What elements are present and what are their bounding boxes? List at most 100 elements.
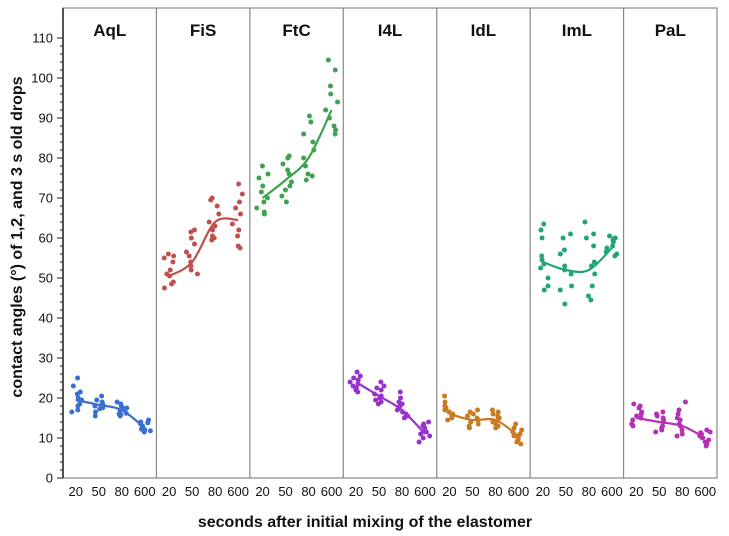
y-tick-label: 100 xyxy=(31,71,53,86)
data-point xyxy=(510,429,516,435)
data-point xyxy=(331,123,337,129)
data-point xyxy=(495,409,501,415)
data-point xyxy=(258,189,264,195)
data-point xyxy=(235,233,241,239)
data-point xyxy=(138,426,144,432)
data-point xyxy=(260,183,266,189)
data-point xyxy=(77,389,83,395)
data-point xyxy=(287,183,293,189)
trend-line xyxy=(636,416,706,439)
data-point xyxy=(188,229,194,235)
x-tick-label: 80 xyxy=(675,484,689,499)
x-tick-label: 20 xyxy=(349,484,363,499)
data-point xyxy=(630,423,636,429)
data-point xyxy=(707,429,713,435)
data-point xyxy=(124,405,130,411)
data-point xyxy=(75,395,81,401)
data-point xyxy=(421,421,427,427)
data-point xyxy=(591,259,597,265)
x-tick-label: 80 xyxy=(582,484,596,499)
x-tick-label: 80 xyxy=(395,484,409,499)
data-point xyxy=(256,175,262,181)
data-point xyxy=(335,99,341,105)
data-point xyxy=(265,171,271,177)
data-point xyxy=(679,427,685,433)
data-point xyxy=(653,429,659,435)
data-point xyxy=(539,253,545,259)
data-point xyxy=(355,381,361,387)
data-point xyxy=(589,283,595,289)
data-point xyxy=(170,259,176,265)
data-point xyxy=(470,411,476,417)
data-point xyxy=(374,385,380,391)
data-point xyxy=(239,191,245,197)
data-point xyxy=(588,297,594,303)
y-tick-label: 20 xyxy=(39,391,53,406)
data-point xyxy=(305,171,311,177)
y-axis: 0 10 20 30 40 50 60 70 80 90 100 110 xyxy=(31,8,64,486)
data-point xyxy=(261,211,267,217)
y-tick-label: 40 xyxy=(39,311,53,326)
data-point xyxy=(545,275,551,281)
data-point xyxy=(302,163,308,169)
data-point xyxy=(698,430,704,436)
data-point xyxy=(495,413,501,419)
panel-aql: AqL 20 50 80 600 xyxy=(68,21,155,499)
data-point xyxy=(660,415,666,421)
panel-idl: IdL 20 50 80 600 xyxy=(442,21,529,499)
panel-title: IdL xyxy=(471,21,497,40)
data-point xyxy=(699,435,705,441)
data-point xyxy=(562,301,568,307)
data-point xyxy=(518,441,524,447)
x-tick-label: 50 xyxy=(91,484,105,499)
data-point xyxy=(654,413,660,419)
data-point xyxy=(351,375,357,381)
data-point xyxy=(420,435,426,441)
y-tick-label: 110 xyxy=(32,31,53,46)
panel-iml: ImL 20 50 80 600 xyxy=(536,21,623,499)
data-point xyxy=(442,393,448,399)
data-point xyxy=(75,407,81,413)
data-point xyxy=(289,179,295,185)
data-point xyxy=(423,429,429,435)
data-point xyxy=(357,373,363,379)
data-point xyxy=(445,417,451,423)
data-point xyxy=(676,407,682,413)
data-point xyxy=(254,205,260,211)
data-point xyxy=(703,443,709,449)
data-point xyxy=(610,243,616,249)
data-point xyxy=(353,387,359,393)
data-point xyxy=(517,431,523,437)
data-point xyxy=(539,257,545,263)
x-tick-label: 50 xyxy=(372,484,386,499)
data-point xyxy=(279,193,285,199)
data-point xyxy=(161,285,167,291)
data-point xyxy=(562,267,568,273)
x-tick-label: 50 xyxy=(465,484,479,499)
data-point xyxy=(237,199,243,205)
data-point xyxy=(545,283,551,289)
x-axis-label: seconds after initial mixing of the elas… xyxy=(198,514,532,531)
data-point xyxy=(285,167,291,173)
data-point xyxy=(585,293,591,299)
data-point xyxy=(311,147,317,153)
data-point xyxy=(92,413,98,419)
x-tick-label: 20 xyxy=(68,484,82,499)
data-point xyxy=(229,221,235,227)
data-point xyxy=(398,395,404,401)
x-tick-label: 600 xyxy=(694,484,716,499)
data-point xyxy=(674,433,680,439)
data-point xyxy=(378,387,384,393)
data-point xyxy=(604,245,610,251)
data-point xyxy=(301,155,307,161)
data-point xyxy=(209,237,215,243)
data-point xyxy=(489,407,495,413)
data-point xyxy=(70,383,76,389)
data-point xyxy=(541,221,547,227)
data-point xyxy=(557,287,563,293)
data-point xyxy=(443,405,449,411)
data-point xyxy=(310,139,316,145)
data-point xyxy=(285,155,291,161)
trend-line xyxy=(449,412,520,437)
data-point xyxy=(561,247,567,253)
